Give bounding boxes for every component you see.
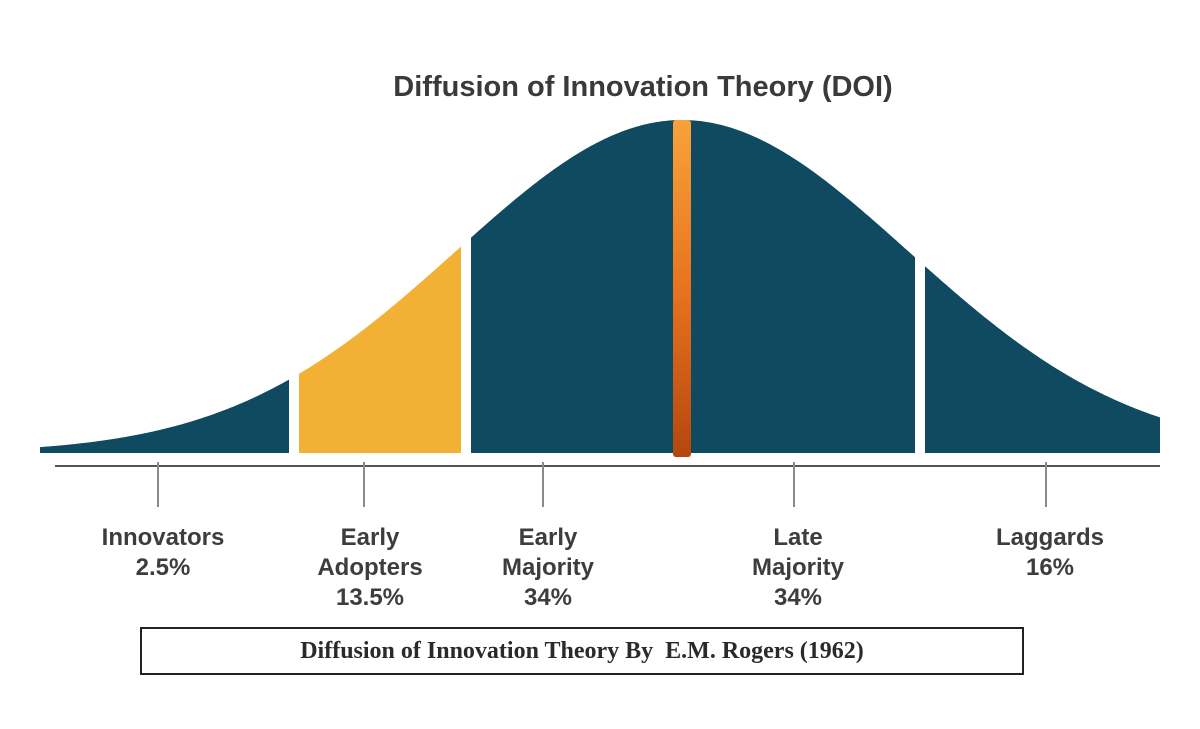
segment-innovators (40, 379, 289, 453)
diagram-title: Diffusion of Innovation Theory (DOI) (393, 71, 892, 103)
label-line: Majority (752, 554, 845, 581)
segment-labels: Innovators 2.5% Early Adopters 13.5% Early Maj… (102, 524, 1104, 611)
label-line: 2.5% (136, 554, 191, 581)
segment-late-majority (682, 120, 915, 453)
label-line: Late (773, 524, 822, 551)
segment-laggards (925, 266, 1160, 453)
segment-early-majority (471, 120, 682, 453)
label-line: Innovators (102, 524, 225, 551)
label-innovators: Innovators 2.5% (102, 524, 225, 581)
label-line: 13.5% (336, 584, 404, 611)
label-laggards: Laggards 16% (996, 524, 1104, 581)
label-early-adopters: Early Adopters 13.5% (317, 524, 422, 611)
label-line: Majority (502, 554, 595, 581)
label-line: Adopters (317, 554, 422, 581)
label-line: 16% (1026, 554, 1074, 581)
bell-curve (40, 120, 1160, 457)
label-line: Early (341, 524, 400, 551)
segment-early-adopters (299, 246, 461, 453)
caption-box: Diffusion of Innovation Theory By E.M. R… (140, 627, 1024, 675)
label-line: Early (519, 524, 578, 551)
label-line: 34% (774, 584, 822, 611)
mean-line (673, 120, 691, 457)
label-line: 34% (524, 584, 572, 611)
x-axis (55, 462, 1160, 507)
caption-text: Diffusion of Innovation Theory By E.M. R… (300, 637, 864, 664)
label-early-majority: Early Majority 34% (502, 524, 595, 611)
label-late-majority: Late Majority 34% (752, 524, 845, 611)
label-line: Laggards (996, 524, 1104, 551)
